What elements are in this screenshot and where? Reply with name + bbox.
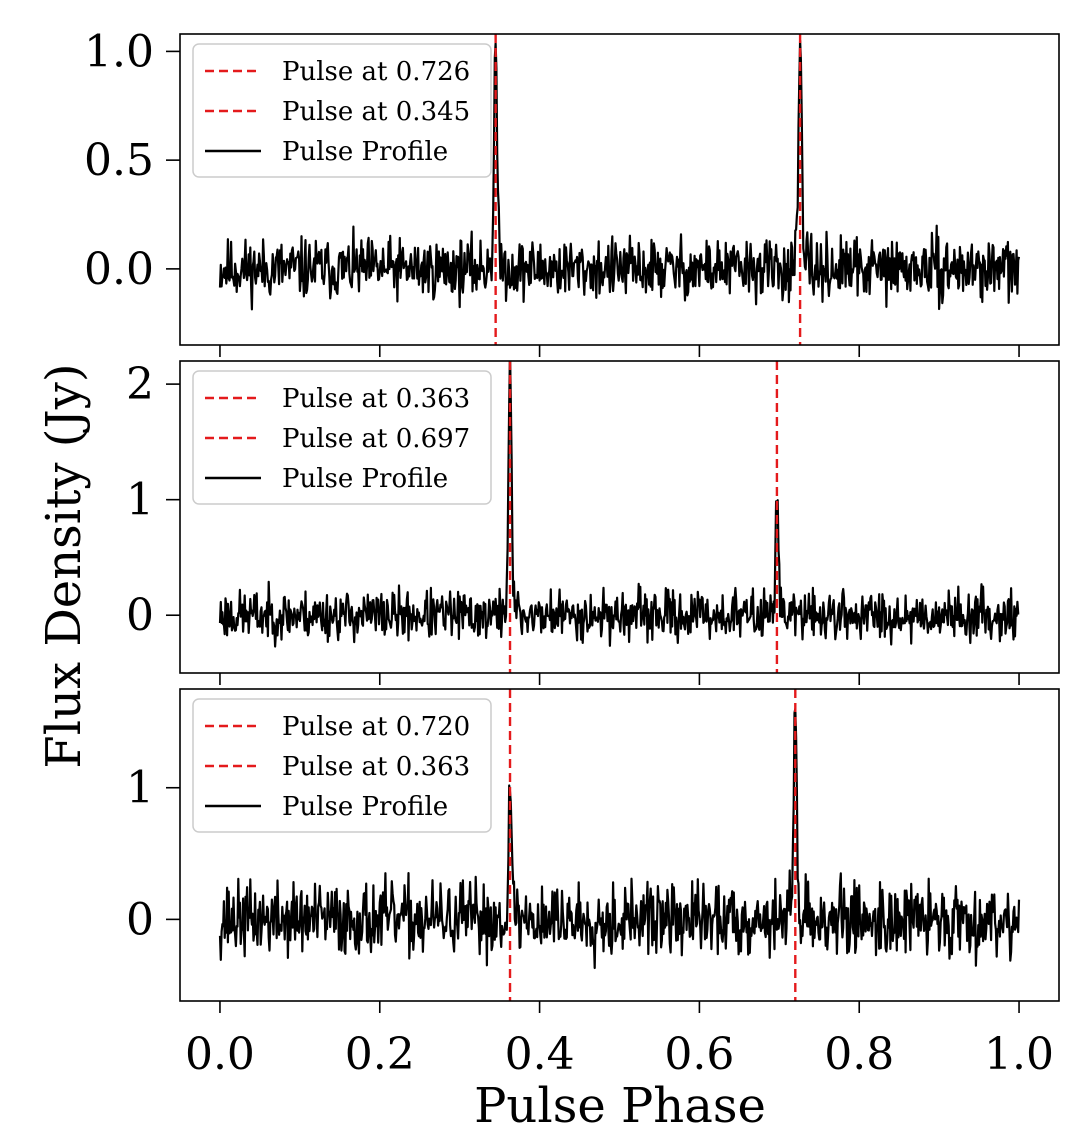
legend-label: Pulse at 0.726 xyxy=(282,57,470,87)
pulse-profile-line xyxy=(218,707,1021,970)
pulse-profile-line xyxy=(218,361,1020,648)
x-tick-label: 1.0 xyxy=(984,1029,1054,1080)
legend-label: Pulse at 0.697 xyxy=(282,424,470,454)
legend-box xyxy=(192,698,492,833)
y-tick-label: 0 xyxy=(126,590,154,641)
legend: Pulse at 0.726 Pulse at 0.345 Pulse Profil… xyxy=(192,43,492,178)
legend-label: Pulse Profile xyxy=(282,792,448,822)
axes-frame xyxy=(179,33,1060,346)
y-tick-label: 0 xyxy=(126,894,154,945)
y-tick-label: 1 xyxy=(126,475,154,526)
legend-label: Pulse at 0.345 xyxy=(282,97,470,127)
legend-label: Pulse Profile xyxy=(282,464,448,494)
legend-label: Pulse at 0.363 xyxy=(282,752,470,782)
legend: Pulse at 0.720 Pulse at 0.363 Pulse Profil… xyxy=(192,698,492,833)
x-tick-label: 0.4 xyxy=(505,1029,575,1080)
y-tick-label: 2 xyxy=(126,359,154,410)
pulse-profile-line xyxy=(218,39,1021,311)
axes-frame xyxy=(179,360,1060,674)
x-axis-title: Pulse Phase xyxy=(474,1078,766,1129)
legend-box xyxy=(192,370,492,505)
y-axis-title: Flux Density (Jy) xyxy=(36,363,92,768)
legend-label: Pulse at 0.363 xyxy=(282,384,470,414)
x-tick-label: 0.6 xyxy=(664,1029,734,1080)
legend-label: Pulse at 0.720 xyxy=(282,712,470,742)
x-tick-label: 0.0 xyxy=(185,1029,255,1080)
legend-box xyxy=(192,43,492,178)
axes-frame xyxy=(179,688,1060,1002)
x-tick-label: 0.8 xyxy=(824,1029,894,1080)
y-tick-label: 1.0 xyxy=(84,26,154,77)
y-tick-label: 0.0 xyxy=(84,244,154,295)
y-tick-label: 0.5 xyxy=(84,135,154,186)
panel-2: 0 1 2 Pulse at 0.363 Pulse at 0.697 Pulse Pro… xyxy=(126,359,1060,685)
y-tick-label: 1 xyxy=(126,763,154,814)
legend: Pulse at 0.363 Pulse at 0.697 Pulse Profil… xyxy=(192,370,492,505)
legend-label: Pulse Profile xyxy=(282,137,448,167)
x-tick-label: 0.2 xyxy=(345,1029,415,1080)
